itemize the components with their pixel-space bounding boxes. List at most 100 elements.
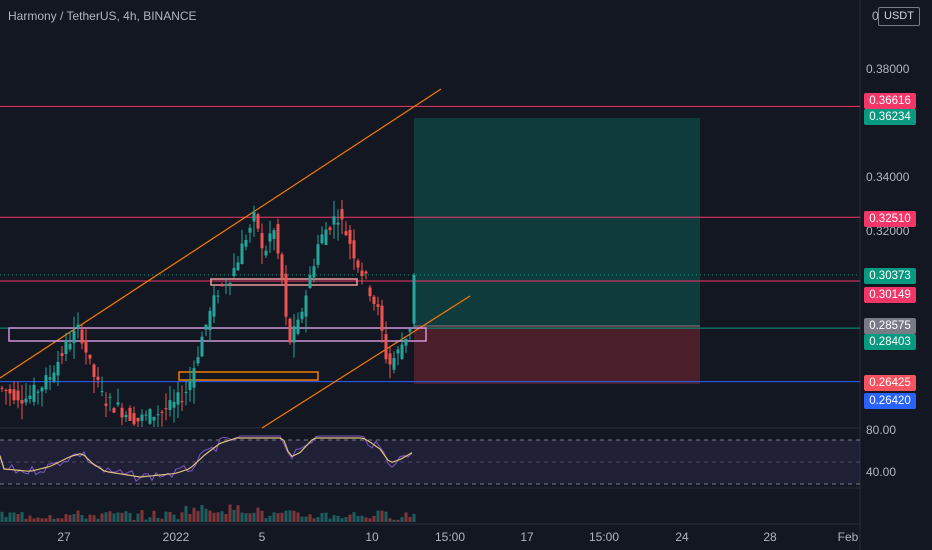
price-tag: 0.32510	[864, 211, 916, 227]
volume-bar	[364, 517, 368, 522]
candle	[192, 368, 196, 388]
volume-bar	[140, 510, 144, 522]
candle	[304, 295, 308, 317]
candle	[24, 398, 28, 403]
volume-bar	[96, 518, 100, 522]
volume-bar	[160, 518, 164, 522]
volume-bar	[336, 515, 340, 522]
candle	[408, 329, 412, 332]
resistance-zone-rect	[210, 278, 358, 286]
candle	[324, 229, 328, 246]
volume-bar	[252, 512, 256, 522]
candle	[48, 377, 52, 380]
candle	[216, 295, 220, 297]
volume-bar	[332, 514, 336, 522]
candle	[212, 295, 216, 317]
candle	[172, 401, 176, 408]
volume-bar	[352, 512, 356, 522]
candle	[288, 318, 292, 343]
time-axis-tick: 27	[57, 530, 71, 544]
volume-bar	[64, 514, 68, 522]
time-axis-tick: 15:00	[434, 530, 466, 544]
candle	[140, 414, 144, 421]
volume-bar	[248, 513, 252, 522]
volume-bar	[348, 514, 352, 522]
time-axis-tick: Feb	[837, 530, 859, 544]
volume-bar	[276, 513, 280, 522]
candle	[120, 407, 124, 418]
volume-bar	[164, 511, 168, 522]
candle	[272, 230, 276, 239]
candle	[316, 244, 320, 265]
volume-bar	[244, 513, 248, 522]
candle	[196, 357, 200, 364]
volume-bar	[112, 513, 116, 522]
candle	[308, 275, 312, 289]
volume-bar	[204, 508, 208, 522]
candle	[284, 273, 288, 317]
candle	[144, 414, 148, 416]
volume-bar	[8, 512, 12, 522]
volume-bar	[80, 514, 84, 522]
candle	[280, 254, 284, 278]
rsi-axis-tick: 80.00	[866, 423, 897, 437]
volume-bar	[32, 518, 36, 522]
candle	[32, 384, 36, 402]
volume-bar	[128, 512, 132, 522]
price-axis-tick: 0.38000	[866, 62, 910, 76]
candle	[364, 271, 368, 274]
candle	[40, 387, 44, 392]
volume-bar	[24, 518, 28, 522]
volume-bar	[272, 512, 276, 522]
volume-bar	[412, 513, 416, 522]
volume-bar	[216, 512, 220, 522]
volume-bar	[16, 514, 20, 522]
candle	[328, 227, 332, 230]
candle	[376, 304, 380, 307]
time-axis-tick: 5	[258, 530, 266, 544]
volume-bar	[132, 519, 136, 522]
candle	[16, 390, 20, 401]
position-loss-zone	[414, 326, 700, 384]
candle	[360, 270, 364, 276]
volume-bar	[256, 507, 260, 522]
volume-bar	[376, 510, 380, 522]
volume-bar	[120, 512, 124, 522]
candle	[8, 389, 12, 394]
currency-button[interactable]: USDT	[878, 7, 920, 26]
candle	[404, 338, 408, 346]
candle	[104, 403, 108, 406]
candle	[100, 391, 104, 393]
volume-bar	[196, 510, 200, 522]
volume-bar	[72, 513, 76, 522]
volume-bar	[156, 517, 160, 522]
candle	[124, 414, 128, 418]
volume-bar	[308, 514, 312, 522]
volume-bar	[380, 510, 384, 522]
symbol-exchange: BINANCE	[143, 9, 197, 23]
volume-bar	[180, 512, 184, 522]
candle	[392, 357, 396, 370]
volume-bar	[316, 517, 320, 522]
candle	[108, 396, 112, 398]
candle	[384, 334, 388, 360]
volume-bar	[292, 510, 296, 522]
candle	[152, 417, 156, 421]
volume-bar	[400, 517, 404, 522]
volume-bar	[312, 518, 316, 522]
candle	[0, 387, 4, 389]
candle	[176, 392, 180, 405]
volume-bar	[184, 505, 188, 522]
volume-bar	[76, 510, 80, 522]
volume-bar	[176, 519, 180, 522]
volume-bar	[136, 513, 140, 522]
candle	[396, 349, 400, 354]
volume-bar	[304, 516, 308, 522]
candle	[116, 402, 120, 405]
volume-bar	[368, 518, 372, 522]
candle	[96, 376, 100, 380]
support-zone-rect	[8, 327, 427, 342]
candle	[68, 343, 72, 350]
candle	[160, 411, 164, 413]
